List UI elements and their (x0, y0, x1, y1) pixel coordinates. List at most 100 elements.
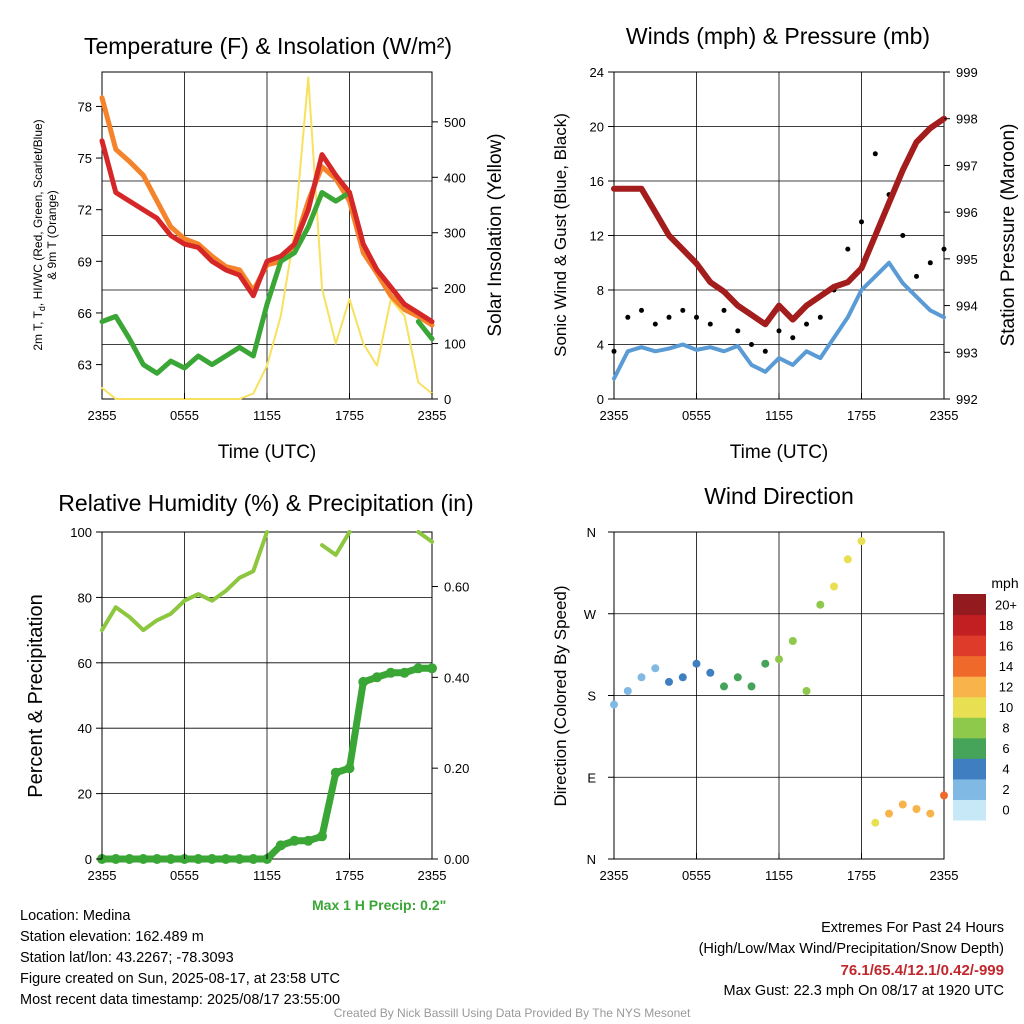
winds-y-ticks: 0 4 8 12 16 20 24 (590, 65, 614, 407)
insolation-y-ticks: 0 100 200 300 400 500 (432, 115, 466, 407)
precip-dot (413, 663, 424, 674)
colorbar-swatch (953, 655, 986, 677)
y-tick-label: 40 (78, 721, 92, 736)
gust-dot (790, 335, 796, 341)
direction-dot (843, 555, 852, 564)
y-tick-label: 80 (78, 590, 92, 605)
precip-dot (372, 672, 382, 683)
x-tick-label: 1155 (765, 868, 793, 883)
x-tick-label: 1755 (847, 868, 876, 883)
colorbar-label: 10 (999, 700, 1013, 715)
direction-dot (775, 655, 783, 664)
precip-dot (303, 835, 314, 846)
dewpoint-line (99, 190, 435, 376)
x-tick-label: 0555 (682, 408, 711, 423)
extremes-subtitle: (High/Low/Max Wind/Precipitation/Snow De… (698, 941, 1004, 957)
colorbar-label: 6 (1002, 741, 1009, 756)
direction-dot (885, 809, 893, 818)
gust-dot (914, 273, 919, 279)
direction-dot (706, 668, 715, 677)
colorbar-swatch (953, 717, 986, 739)
y2-tick-label: 0.20 (444, 761, 469, 776)
insolation-ylabel: Solar Insolation (Yellow) (485, 133, 506, 336)
x-tick-label: 2355 (600, 408, 629, 423)
pressure-line (611, 115, 947, 328)
temperature-panel: Temperature (F) & Insolation (W/m²) 63 66… (31, 33, 506, 463)
y-tick-label: 100 (70, 525, 92, 540)
gust-dot (639, 307, 644, 313)
y-tick-label: 75 (78, 151, 92, 166)
temperature-xlabel: Time (UTC) (218, 442, 317, 463)
y-tick-label: 66 (78, 306, 92, 321)
winds-panel: Winds (mph) & Pressure (mb) 04812162024 … (551, 23, 1019, 463)
winds-title: Winds (mph) & Pressure (mb) (626, 23, 930, 49)
y-tick-label: 8 (597, 283, 604, 298)
y-tick-label: 63 (78, 358, 92, 373)
direction-dot (651, 664, 660, 673)
humidity-panel: Relative Humidity (%) & Precipitation (i… (25, 490, 474, 883)
colorbar-swatch (953, 778, 986, 800)
gust-dot (859, 219, 864, 225)
y2-tick-label: 999 (956, 65, 978, 80)
x-tick-label: 0555 (170, 408, 199, 423)
direction-dot (747, 682, 756, 691)
y2-tick-label: 200 (444, 281, 466, 296)
gust-dot (652, 321, 658, 327)
gust-dot (804, 321, 809, 327)
y-tick-label: 72 (78, 203, 92, 218)
precip-dot (193, 854, 204, 864)
y-tick-label: S (587, 689, 596, 704)
direction-dot (816, 600, 825, 609)
y-tick-label: 4 (597, 338, 604, 353)
precip-dot (385, 667, 396, 678)
insolation-line (101, 76, 433, 400)
colorbar-label: 20+ (995, 597, 1017, 612)
recent-timestamp: Most recent data timestamp: 2025/08/17 2… (20, 992, 341, 1008)
direction-dot (665, 677, 673, 686)
direction-dot (830, 582, 838, 591)
temperature-ylabel-part1: 2m T, T (31, 310, 45, 350)
y-tick-label: 20 (78, 787, 92, 802)
colorbar-label: 14 (999, 659, 1013, 674)
precip-dot (344, 763, 355, 774)
winds-x-ticks: 2355 0555 1155 1755 2355 (600, 393, 958, 423)
y2-tick-label: 992 (956, 392, 978, 407)
pressure-ylabel: Station Pressure (Maroon) (998, 124, 1019, 347)
gust-dot (900, 233, 906, 238)
precip-dot (152, 854, 162, 864)
direction-title: Wind Direction (704, 483, 854, 509)
x-tick-label: 1155 (253, 408, 281, 423)
direction-dot (610, 700, 618, 709)
y2-tick-label: 998 (956, 112, 978, 127)
x-tick-label: 1155 (765, 408, 793, 423)
y2-tick-label: 994 (956, 299, 978, 314)
humidity-y-ticks: 0 20 40 60 80 100 (70, 525, 102, 867)
station-latlon: Station lat/lon: 43.2267; -78.3093 (20, 950, 234, 966)
colorbar: 0 2 4 6 8 10 12 14 16 18 20+ (953, 594, 1017, 821)
y-tick-label: 60 (78, 656, 92, 671)
x-tick-label: 1155 (253, 868, 281, 883)
x-tick-label: 2355 (418, 868, 447, 883)
direction-grid (614, 532, 944, 859)
gust-dot (776, 328, 782, 334)
direction-dot (692, 659, 701, 668)
colorbar-label: 18 (999, 618, 1013, 633)
precip-dot (275, 840, 286, 851)
direction-x-ticks: 2355 0555 1155 1755 2355 (600, 853, 958, 883)
humidity-title: Relative Humidity (%) & Precipitation (i… (58, 490, 473, 516)
humidity-x-ticks: 2355 0555 1155 1755 2355 (88, 853, 447, 883)
direction-dot (871, 818, 880, 827)
temperature-ylabel-line2: & 9m T (Orange) (45, 190, 59, 280)
direction-dot (926, 809, 935, 818)
y2-tick-label: 0.60 (444, 580, 469, 595)
y-tick-label: 20 (590, 120, 604, 135)
extremes-title: Extremes For Past 24 Hours (821, 920, 1004, 936)
sonic-wind-line (612, 260, 946, 381)
precip-dot (399, 667, 410, 678)
y2-tick-label: 300 (444, 226, 466, 241)
y-tick-label: 0 (85, 852, 92, 867)
y2-tick-label: 995 (956, 252, 978, 267)
colorbar-title: mph (991, 575, 1018, 591)
direction-dot (940, 791, 948, 800)
y2-tick-label: 0.00 (444, 852, 469, 867)
